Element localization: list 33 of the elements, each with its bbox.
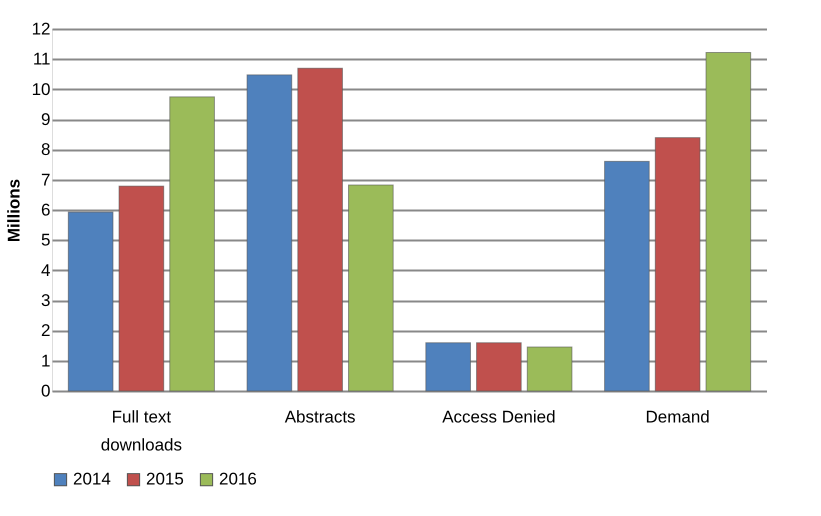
y-tick-label: 7 — [41, 170, 50, 190]
x-tick-label: Full text downloads — [100, 408, 182, 454]
bar — [654, 137, 700, 392]
bar — [476, 342, 522, 392]
bar — [604, 160, 650, 392]
bar — [526, 346, 572, 392]
bar — [118, 186, 164, 392]
y-tick-label: 2 — [41, 321, 50, 340]
y-tick-label: 10 — [32, 80, 50, 99]
x-tick-label: Abstracts — [284, 408, 356, 426]
y-tick-label: 0 — [41, 382, 50, 400]
y-tick-label: 11 — [32, 50, 50, 69]
y-tick-label: 12 — [32, 20, 50, 38]
bar — [68, 212, 114, 392]
y-tick-label: 8 — [41, 140, 50, 160]
y-tick-label: 1 — [41, 351, 50, 370]
y-tick-label: 9 — [41, 110, 50, 129]
legend-label: 2015 — [146, 470, 184, 489]
bar — [706, 52, 752, 392]
bar — [246, 74, 292, 392]
legend-label: 2014 — [73, 470, 111, 489]
bar — [425, 342, 471, 392]
x-tick-label: Access Denied — [442, 408, 556, 426]
y-tick-label: 4 — [41, 260, 50, 280]
bar — [297, 68, 343, 392]
legend-label: 2016 — [219, 470, 257, 489]
y-tick-label: 6 — [41, 200, 50, 220]
bar — [348, 184, 394, 392]
bar — [169, 96, 215, 392]
y-axis-title: Millions — [4, 178, 24, 242]
y-tick-label: 5 — [41, 230, 50, 250]
x-tick-label: Demand — [645, 408, 710, 426]
y-tick-label: 3 — [41, 291, 50, 310]
